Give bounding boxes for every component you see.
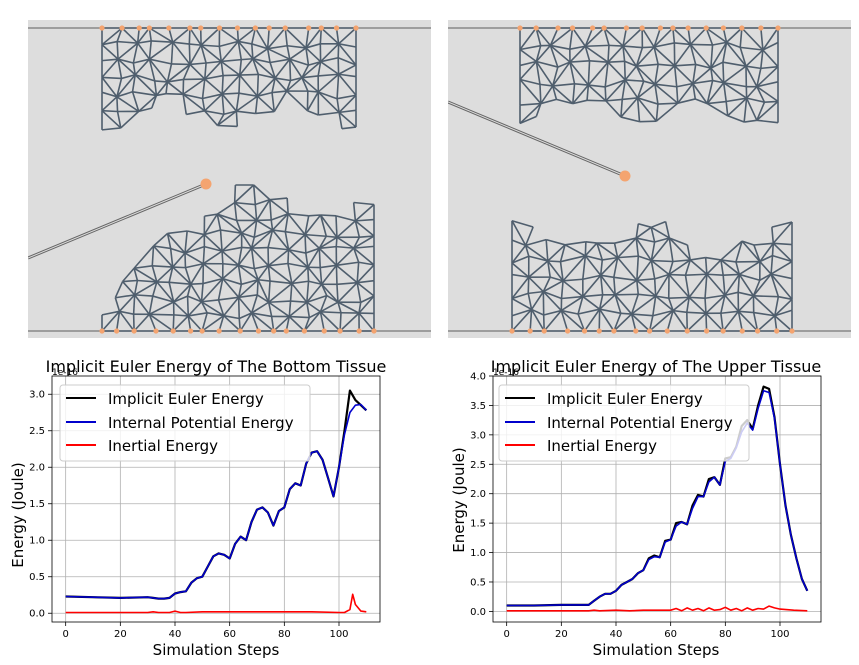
- tissue-mesh: [101, 27, 357, 131]
- series-line-internal-potential: [65, 403, 367, 600]
- legend-label: Internal Potential Energy: [547, 414, 733, 432]
- series-line-internal-potential: [506, 389, 809, 607]
- y-tick-label: 0.0: [470, 607, 486, 618]
- x-tick-label: 60: [223, 629, 236, 640]
- y-tick-label: 0.0: [29, 609, 45, 620]
- legend-label: Implicit Euler Energy: [547, 390, 703, 408]
- surgical-tool: [28, 178, 212, 260]
- x-tick-label: 40: [169, 629, 182, 640]
- x-tick-label: 100: [329, 629, 348, 640]
- chart-bottom-tissue-energy: Implicit Euler Energy of The Bottom Tiss…: [9, 357, 387, 659]
- plot-frame: [492, 375, 822, 623]
- plot-frame: [51, 375, 381, 623]
- x-axis-label: Simulation Steps: [153, 641, 280, 659]
- simulation-view-left: [28, 25, 431, 334]
- legend: Implicit Euler Energy Internal Potential…: [498, 384, 750, 462]
- axis-multiplier: 1e-16: [493, 368, 519, 378]
- x-tick-label: 60: [664, 629, 677, 640]
- x-tick-label: 0: [503, 629, 509, 640]
- y-tick-label: 2.0: [470, 489, 486, 500]
- x-tick-label: 80: [278, 629, 291, 640]
- simulation-panel-upper-tissue: [448, 20, 851, 338]
- chart-title: Implicit Euler Energy of The Upper Tissu…: [491, 357, 822, 376]
- tissue-mesh: [519, 27, 779, 125]
- series-line-inertial: [506, 605, 808, 612]
- simulation-panel-bottom-tissue: [28, 20, 431, 338]
- y-tick-label: 1.0: [470, 548, 486, 559]
- chart-upper-tissue-energy: Implicit Euler Energy of The Upper Tissu…: [450, 357, 822, 659]
- y-tick-label: 1.5: [470, 519, 486, 530]
- legend: Implicit Euler Energy Internal Potential…: [59, 384, 311, 462]
- surgical-tool: [448, 100, 631, 182]
- tissue-mesh: [511, 220, 793, 332]
- anchor-nodes: [517, 25, 781, 31]
- y-axis-label: Energy (Joule): [450, 447, 468, 553]
- y-tick-label: 2.0: [29, 463, 45, 474]
- x-axis-label: Simulation Steps: [593, 641, 720, 659]
- y-tick-label: 1.5: [29, 499, 45, 510]
- tool-tip: [200, 178, 212, 190]
- y-tick-label: 1.0: [29, 536, 45, 547]
- tissue-mesh: [101, 184, 375, 332]
- chart-title: Implicit Euler Energy of The Bottom Tiss…: [46, 357, 387, 376]
- y-tick-label: 2.5: [29, 426, 45, 437]
- legend-label: Inertial Energy: [547, 437, 657, 455]
- x-tick-label: 0: [62, 629, 68, 640]
- tool-tip: [619, 170, 631, 182]
- anchor-nodes: [99, 328, 377, 334]
- y-tick-label: 3.0: [470, 430, 486, 441]
- legend-label: Implicit Euler Energy: [108, 390, 264, 408]
- y-tick-label: 2.5: [470, 460, 486, 471]
- x-tick-label: 100: [770, 629, 789, 640]
- legend-label: Inertial Energy: [108, 437, 218, 455]
- x-tick-label: 80: [719, 629, 732, 640]
- x-tick-label: 20: [555, 629, 568, 640]
- y-tick-label: 4.0: [470, 372, 486, 383]
- anchor-nodes: [99, 25, 359, 31]
- legend-label: Internal Potential Energy: [108, 414, 294, 432]
- anchor-nodes: [509, 328, 795, 334]
- y-tick-label: 3.0: [29, 390, 45, 401]
- axis-multiplier: 1e-16: [52, 368, 78, 378]
- simulation-view-right: [448, 25, 851, 334]
- y-tick-label: 0.5: [29, 572, 45, 583]
- series-line-inertial: [65, 593, 367, 614]
- x-tick-label: 40: [610, 629, 623, 640]
- y-tick-label: 3.5: [470, 401, 486, 412]
- y-tick-label: 0.5: [470, 577, 486, 588]
- y-axis-label: Energy (Joule): [9, 462, 27, 568]
- x-tick-label: 20: [114, 629, 127, 640]
